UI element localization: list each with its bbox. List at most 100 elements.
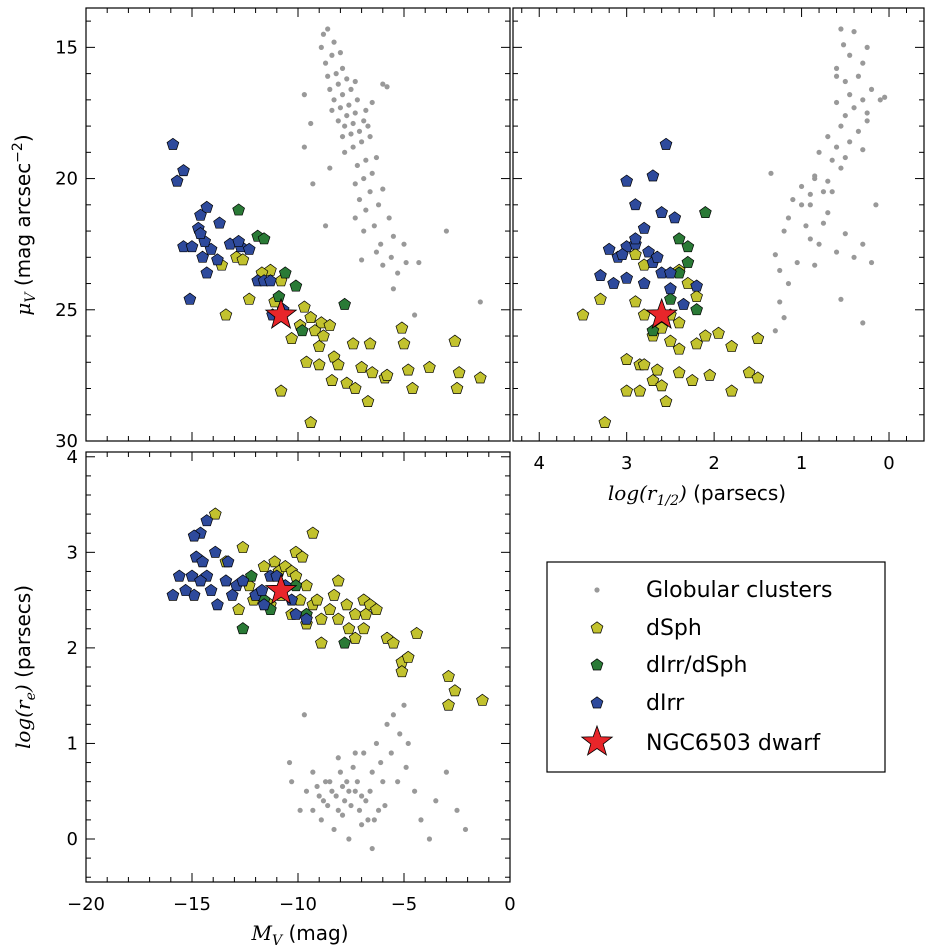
point-globular-clusters bbox=[373, 249, 380, 255]
point-dsph bbox=[209, 507, 222, 520]
point-dsph bbox=[672, 342, 686, 355]
point-globular-clusters bbox=[443, 769, 449, 775]
y-tick-label: 30 bbox=[55, 431, 78, 452]
point-globular-clusters bbox=[308, 120, 314, 127]
point-dsph bbox=[685, 374, 699, 387]
series-dirr bbox=[594, 137, 703, 310]
point-dirr-dsph bbox=[236, 622, 250, 635]
point-globular-clusters bbox=[327, 165, 333, 171]
point-dsph bbox=[712, 326, 725, 339]
point-globular-clusters bbox=[339, 133, 346, 140]
point-dirr bbox=[255, 583, 269, 596]
panel-frame bbox=[512, 7, 925, 442]
point-globular-clusters bbox=[833, 73, 840, 79]
point-dsph bbox=[725, 384, 738, 397]
point-dirr-dsph bbox=[232, 203, 245, 216]
point-dsph bbox=[315, 636, 328, 649]
point-globular-clusters bbox=[359, 257, 365, 263]
point-dirr-dsph bbox=[257, 232, 271, 245]
point-globular-clusters bbox=[339, 65, 346, 71]
legend: Globular clusters dSph dIrr/dSph dIrr NG… bbox=[546, 561, 886, 773]
point-globular-clusters bbox=[301, 92, 307, 98]
point-globular-clusters bbox=[344, 76, 350, 82]
point-globular-clusters bbox=[433, 798, 439, 804]
point-globular-clusters bbox=[772, 252, 778, 258]
y-tick-label: 1 bbox=[67, 733, 78, 754]
point-dirr bbox=[677, 297, 690, 310]
point-globular-clusters bbox=[356, 128, 363, 134]
point-dirr bbox=[179, 583, 192, 596]
point-dsph bbox=[306, 526, 320, 539]
point-dsph bbox=[327, 588, 341, 601]
point-globular-clusters bbox=[825, 210, 831, 216]
point-dirr bbox=[221, 555, 235, 568]
point-globular-clusters bbox=[395, 270, 401, 276]
point-dsph bbox=[450, 381, 464, 394]
point-globular-clusters bbox=[390, 712, 396, 718]
point-globular-clusters bbox=[426, 836, 433, 842]
point-globular-clusters bbox=[840, 42, 847, 48]
point-dsph bbox=[355, 360, 368, 373]
point-globular-clusters bbox=[812, 175, 818, 182]
point-globular-clusters bbox=[384, 84, 390, 90]
point-globular-clusters bbox=[361, 750, 367, 756]
point-dsph bbox=[308, 324, 322, 337]
point-globular-clusters bbox=[820, 220, 827, 226]
point-globular-clusters bbox=[868, 259, 875, 266]
point-dsph bbox=[598, 415, 612, 428]
point-dirr bbox=[194, 574, 207, 587]
point-globular-clusters bbox=[359, 139, 365, 145]
point-globular-clusters bbox=[373, 154, 380, 161]
point-dirr bbox=[185, 240, 199, 253]
point-globular-clusters bbox=[873, 202, 879, 208]
point-dirr bbox=[637, 221, 651, 234]
point-dirr bbox=[183, 292, 197, 305]
series-dirr-dsph bbox=[646, 206, 712, 337]
point-globular-clusters bbox=[838, 123, 844, 129]
point-dsph bbox=[312, 358, 326, 371]
point-dsph bbox=[315, 612, 328, 625]
point-globular-clusters bbox=[772, 328, 778, 334]
point-globular-clusters bbox=[864, 44, 870, 50]
series-dsph bbox=[215, 250, 487, 428]
point-dirr bbox=[236, 574, 250, 587]
point-dirr bbox=[289, 607, 303, 620]
point-dsph bbox=[681, 276, 695, 289]
point-dirr-dsph bbox=[664, 292, 677, 305]
point-dirr-dsph bbox=[690, 303, 703, 316]
point-dirr bbox=[196, 555, 209, 568]
point-dsph bbox=[474, 371, 487, 384]
point-globular-clusters bbox=[361, 228, 367, 234]
point-dirr bbox=[200, 200, 214, 213]
point-globular-clusters bbox=[329, 107, 335, 113]
point-dirr bbox=[166, 588, 180, 601]
point-dirr bbox=[177, 164, 190, 177]
point-globular-clusters bbox=[318, 817, 324, 823]
point-globular-clusters bbox=[864, 118, 870, 124]
x-tick-label: 0 bbox=[504, 894, 515, 915]
point-dsph bbox=[363, 337, 377, 350]
point-globular-clusters bbox=[380, 81, 386, 87]
point-globular-clusters bbox=[860, 97, 866, 103]
point-dirr bbox=[194, 208, 207, 221]
point-globular-clusters bbox=[333, 71, 339, 77]
point-globular-clusters bbox=[365, 123, 371, 129]
point-dsph bbox=[312, 339, 326, 352]
point-globular-clusters bbox=[346, 788, 352, 794]
point-dirr-dsph bbox=[681, 255, 695, 268]
point-dirr bbox=[664, 282, 677, 295]
point-globular-clusters bbox=[397, 731, 403, 737]
point-dsph bbox=[370, 603, 383, 616]
point-globular-clusters bbox=[401, 241, 407, 247]
point-globular-clusters bbox=[359, 793, 365, 799]
point-globular-clusters bbox=[375, 202, 382, 208]
legend-label-globular-clusters: Globular clusters bbox=[646, 578, 832, 603]
point-globular-clusters bbox=[369, 99, 375, 106]
point-globular-clusters bbox=[348, 131, 354, 137]
x-tick-label: 1 bbox=[796, 453, 807, 474]
point-globular-clusters bbox=[382, 802, 388, 809]
point-globular-clusters bbox=[314, 783, 320, 790]
point-globular-clusters bbox=[356, 807, 363, 813]
point-globular-clusters bbox=[418, 817, 424, 823]
point-globular-clusters bbox=[356, 196, 363, 203]
